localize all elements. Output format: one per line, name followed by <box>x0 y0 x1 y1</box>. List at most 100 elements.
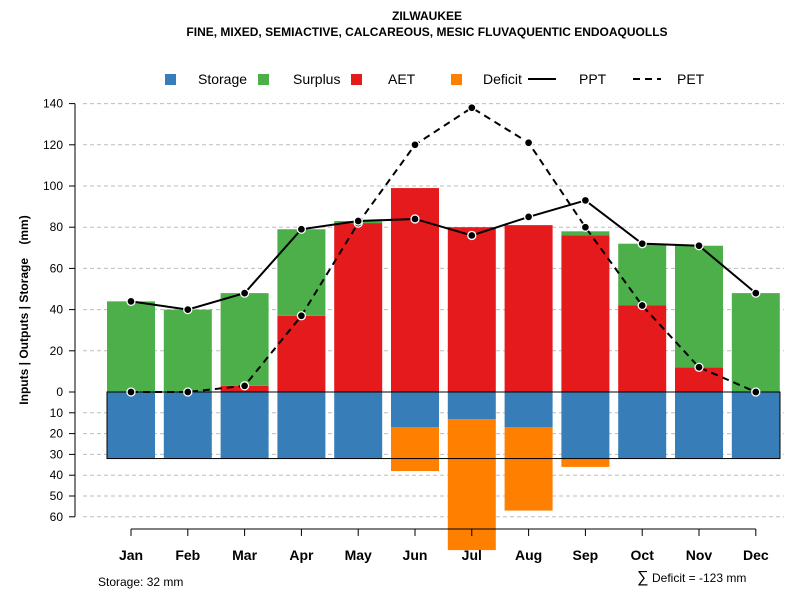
storage-bar <box>277 392 326 459</box>
surplus-bar <box>163 309 212 392</box>
x-tick-label: Feb <box>175 547 200 563</box>
ppt-point <box>637 239 647 249</box>
storage-bar <box>731 392 780 459</box>
x-tick-label: Aug <box>515 547 542 563</box>
legend-swatch <box>451 74 462 85</box>
storage-bar <box>561 392 610 459</box>
storage-bar <box>391 392 439 428</box>
x-tick-label: Mar <box>232 547 257 563</box>
x-tick-label: May <box>345 547 372 563</box>
surplus-bar <box>731 293 780 392</box>
ppt-point <box>580 195 591 206</box>
x-tick-label: Nov <box>686 547 713 563</box>
storage-bar <box>504 392 553 428</box>
y-tick-label: 40 <box>50 303 64 317</box>
storage-bar <box>447 392 496 420</box>
x-tick-label: Jan <box>119 547 143 563</box>
y-tick-label: 60 <box>50 261 64 275</box>
ppt-point <box>239 288 250 298</box>
legend-swatch <box>258 74 269 85</box>
legend-label: PPT <box>579 71 607 87</box>
storage-bar <box>163 392 212 459</box>
y-tick-label: 10 <box>50 406 64 420</box>
ppt-point <box>467 230 477 241</box>
storage-note: Storage: 32 mm <box>98 575 183 589</box>
ppt-point <box>751 288 761 298</box>
deficit-bar <box>391 427 439 472</box>
ppt-point <box>694 241 704 251</box>
storage-bar <box>618 392 667 459</box>
storage-bar <box>220 392 269 459</box>
y-tick-label: 20 <box>50 344 64 358</box>
surplus-bar <box>107 301 155 392</box>
ppt-point <box>183 304 193 315</box>
y-tick-label: 0 <box>56 385 63 399</box>
deficit-bar <box>561 458 610 467</box>
y-tick-label: 40 <box>50 468 64 482</box>
x-tick-label: Apr <box>289 547 314 563</box>
ppt-point <box>126 296 136 307</box>
aet-bar <box>561 235 610 392</box>
legend-label: Storage <box>198 71 247 87</box>
x-tick-label: Jul <box>462 547 482 563</box>
x-tick-label: Jun <box>403 547 428 563</box>
aet-bar <box>334 223 383 392</box>
ppt-point <box>353 216 363 226</box>
ppt-point <box>296 224 307 234</box>
pet-point <box>751 387 761 397</box>
surplus-bar <box>618 243 667 306</box>
pet-point <box>183 387 193 397</box>
legend-label: Deficit <box>483 71 522 87</box>
ppt-point <box>410 214 420 224</box>
aet-bar <box>504 225 553 392</box>
y-tick-label: 50 <box>50 489 64 503</box>
bars <box>106 188 781 551</box>
storage-bar <box>675 392 723 459</box>
deficit-bar <box>447 419 496 551</box>
deficit-sum-icon: ∑ <box>637 569 648 586</box>
deficit-bar <box>504 427 553 511</box>
y-tick-label: 100 <box>43 179 63 193</box>
y-tick-label: 140 <box>43 97 63 111</box>
aet-bar <box>447 227 496 392</box>
x-tick-label: Oct <box>631 547 655 563</box>
chart-title: ZILWAUKEE <box>392 9 462 23</box>
surplus-bar <box>277 229 326 316</box>
ppt-point <box>523 212 534 222</box>
pet-point <box>637 300 647 311</box>
legend-label: Surplus <box>293 71 340 87</box>
axes: 0 20 40 60 80 100 120 140 10 20 30 40 50 60 Jan Feb Mar A… <box>43 97 769 563</box>
aet-bar <box>618 305 667 392</box>
pet-point <box>694 362 704 372</box>
y-axis-label: Inputs | Outputs | Storage (mm) <box>17 215 31 404</box>
lines <box>126 103 761 397</box>
x-tick-label: Sep <box>573 547 599 563</box>
pet-point <box>467 103 477 113</box>
pet-point <box>239 381 250 391</box>
pet-point <box>126 387 136 397</box>
legend-swatch <box>351 74 362 85</box>
legend: Storage Surplus AET Deficit PPT PET <box>165 71 705 87</box>
pet-point <box>410 140 420 150</box>
legend-label: AET <box>388 71 416 87</box>
legend-swatch <box>165 74 176 85</box>
chart-subtitle: FINE, MIXED, SEMIACTIVE, CALCAREOUS, MES… <box>186 25 667 39</box>
pet-line <box>131 106 757 393</box>
surplus-bar <box>561 231 610 236</box>
surplus-bar <box>675 245 723 368</box>
y-tick-label: 80 <box>50 220 64 234</box>
y-tick-label: 30 <box>50 447 64 461</box>
y-tick-label: 120 <box>43 138 63 152</box>
y-tick-label: 20 <box>50 427 64 441</box>
storage-bar <box>107 392 155 459</box>
pet-point <box>523 138 534 148</box>
y-tick-label: 60 <box>50 510 64 524</box>
x-tick-label: Dec <box>743 547 769 563</box>
aet-bar <box>277 315 326 392</box>
ppt-line <box>130 199 757 311</box>
pet-point <box>580 222 591 232</box>
legend-label: PET <box>677 71 705 87</box>
pet-point <box>296 311 307 321</box>
storage-bar <box>334 392 383 459</box>
